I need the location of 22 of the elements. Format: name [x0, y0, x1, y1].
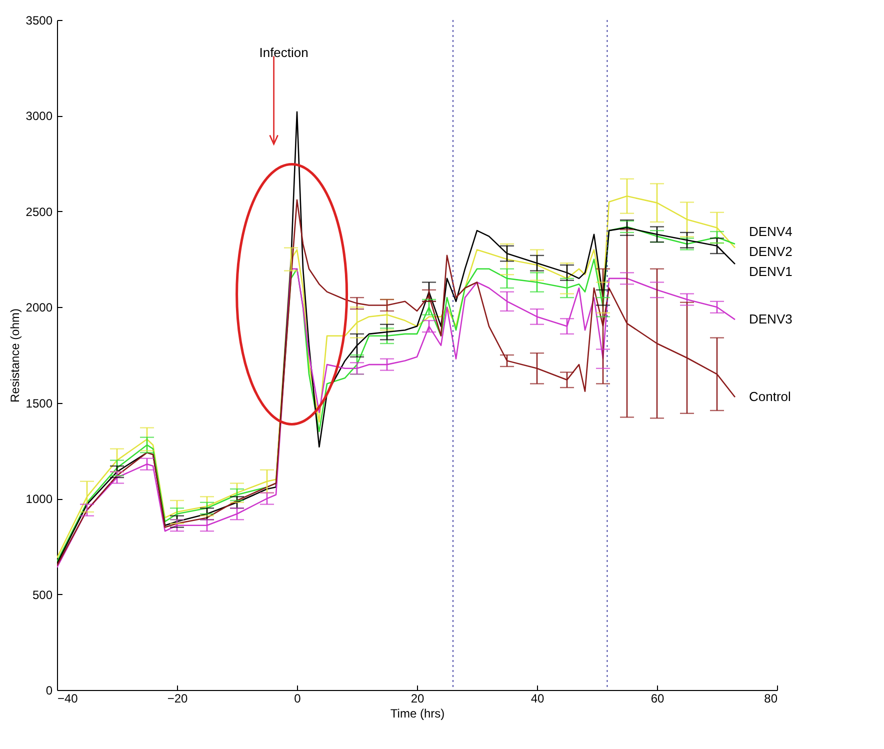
x-tick-label: 20: [410, 692, 424, 706]
series-label: DENV1: [749, 264, 792, 279]
y-tick-label: 2000: [26, 300, 53, 315]
series-label: Control: [749, 389, 792, 404]
y-tick-label: 1000: [26, 492, 53, 506]
series-label: DENV3: [749, 312, 792, 327]
annotation: Infection: [259, 45, 308, 60]
y-axis-title: Resistance (ohm): [8, 308, 22, 403]
y-tick-label: 500: [32, 588, 53, 602]
y-tick-label: 3000: [26, 109, 53, 124]
x-axis-title: Time (hrs): [390, 706, 445, 720]
x-tick-label: 40: [530, 692, 544, 706]
y-tick-label: 3500: [26, 14, 53, 28]
x-tick-label: −20: [167, 692, 188, 706]
x-tick-label: 0: [294, 692, 302, 706]
x-tick-label: 60: [650, 692, 664, 706]
y-tick-label: 1500: [26, 396, 53, 410]
series-label: DENV2: [749, 244, 792, 259]
x-tick-label: 80: [764, 692, 778, 706]
y-tick-label: 2500: [26, 204, 53, 219]
series-label: DENV4: [749, 224, 792, 239]
x-tick-label: −40: [58, 692, 78, 706]
